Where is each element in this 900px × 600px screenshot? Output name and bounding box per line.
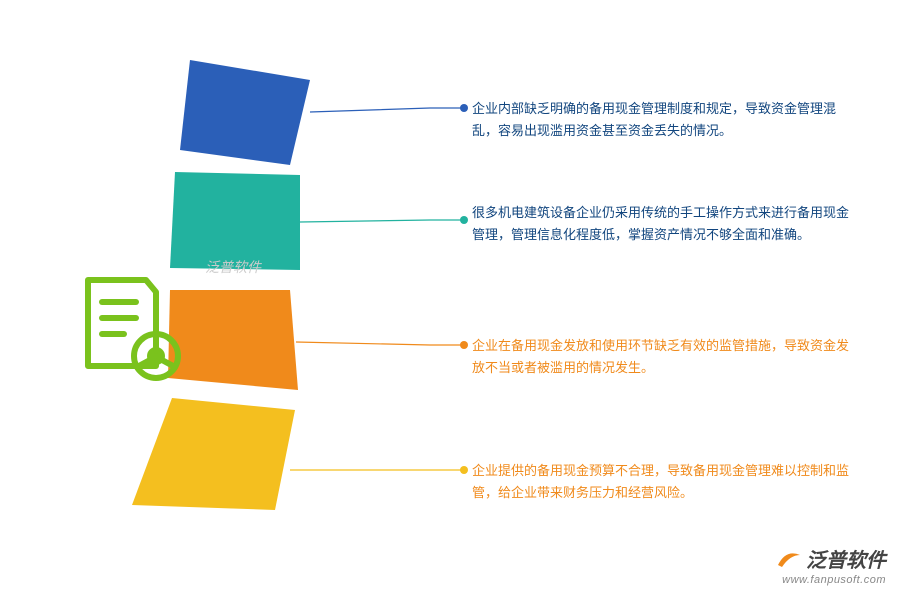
segment-shape-1 <box>180 60 310 165</box>
desc-3: 企业在备用现金发放和使用环节缺乏有效的监管措施，导致资金发放不当或者被滥用的情况… <box>472 335 852 379</box>
document-steering-icon <box>74 270 184 390</box>
brand-name: 泛普软件 <box>806 544 886 573</box>
segment-shape-2 <box>170 172 300 270</box>
connector-1 <box>310 104 468 112</box>
desc-4: 企业提供的备用现金预算不合理，导致备用现金管理难以控制和监管，给企业带来财务压力… <box>472 460 852 504</box>
desc-2: 很多机电建筑设备企业仍采用传统的手工操作方式来进行备用现金管理，管理信息化程度低… <box>472 202 852 246</box>
brand-logo: 泛普软件 www.fanpusoft.com <box>776 544 886 587</box>
brand-url: www.fanpusoft.com <box>776 574 886 586</box>
connector-4 <box>290 466 468 474</box>
connector-3 <box>296 341 468 349</box>
desc-1: 企业内部缺乏明确的备用现金管理制度和规定，导致资金管理混乱，容易出现滥用资金甚至… <box>472 98 852 142</box>
infographic-diagram: 企业内部缺乏明确的备用现金管理制度和规定，导致资金管理混乱，容易出现滥用资金甚至… <box>0 0 900 600</box>
segment-shape-4 <box>132 398 295 510</box>
brand-swoosh-icon <box>776 547 802 569</box>
connector-2 <box>300 216 468 224</box>
segment-shape-3 <box>168 290 298 390</box>
watermark-text: 泛普软件 <box>205 257 261 277</box>
